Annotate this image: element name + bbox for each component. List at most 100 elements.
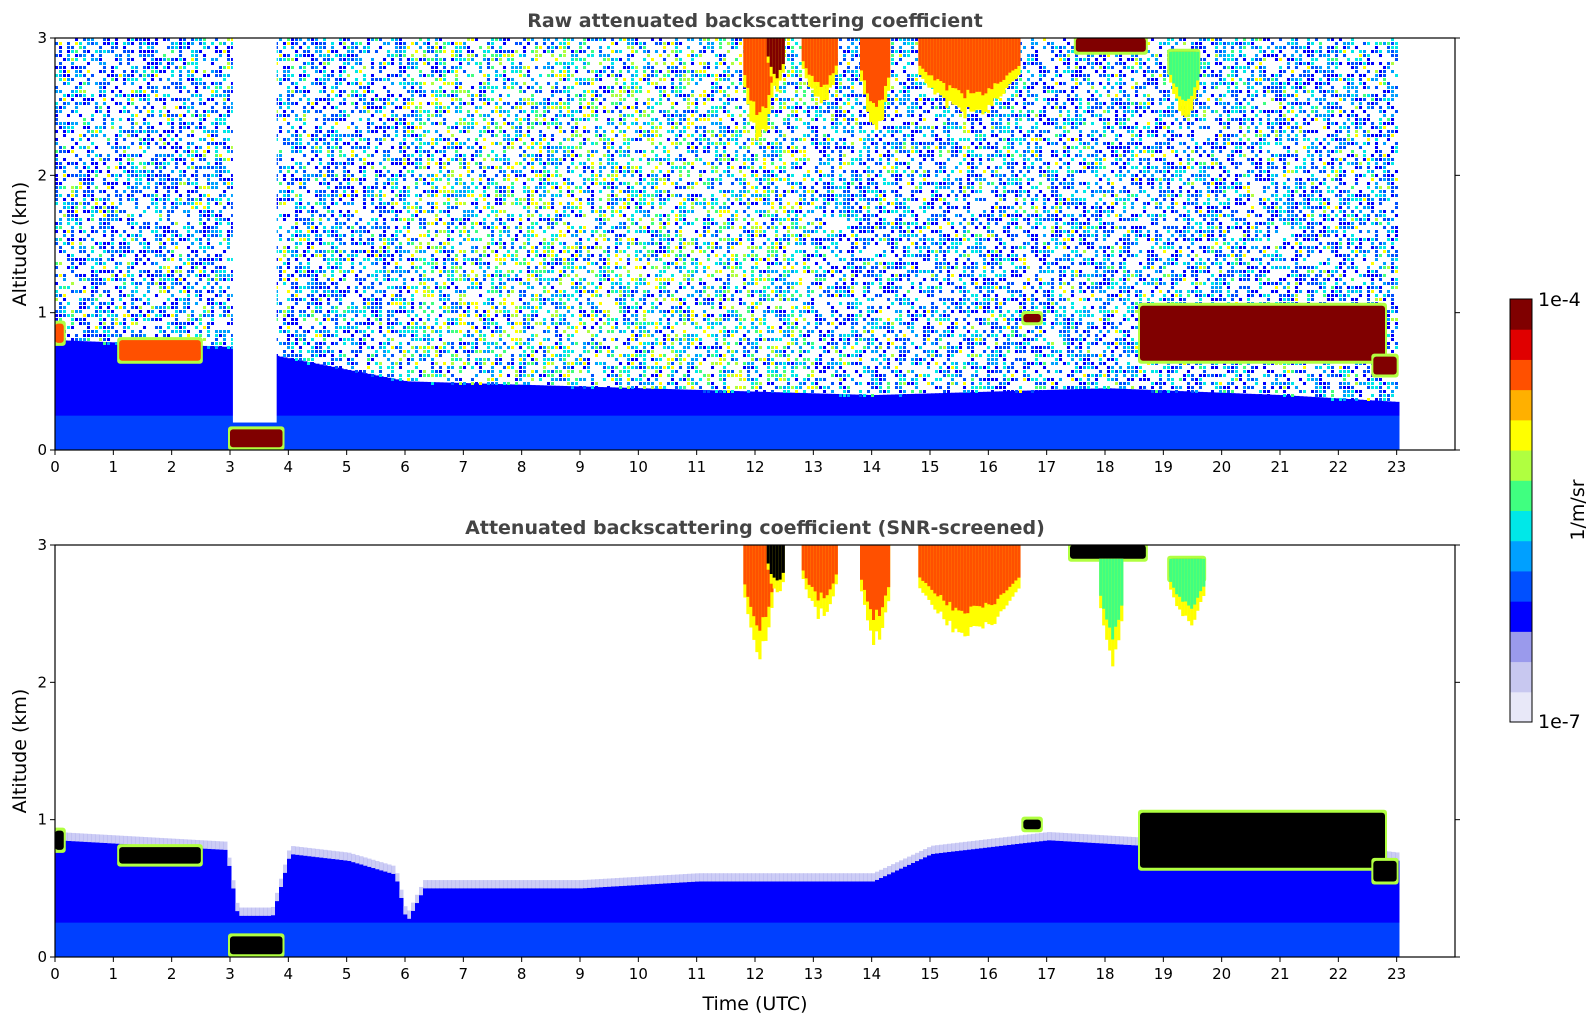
noise-cell <box>99 206 102 209</box>
noise-cell <box>207 226 210 229</box>
noise-cell <box>463 230 466 233</box>
noise-cell <box>195 66 198 69</box>
noise-cell <box>203 158 206 161</box>
near-surface-column <box>327 416 332 450</box>
noise-cell <box>467 334 470 337</box>
noise-cell <box>379 290 382 293</box>
noise-cell <box>375 150 378 153</box>
noise-cell <box>83 98 86 101</box>
noise-cell <box>199 270 202 273</box>
noise-cell <box>471 334 474 337</box>
noise-cell <box>191 318 194 321</box>
noise-cell <box>91 194 94 197</box>
noise-cell <box>187 110 190 113</box>
noise-cell <box>311 158 314 161</box>
noise-cell <box>407 186 410 189</box>
noise-cell <box>71 282 74 285</box>
noise-cell <box>279 278 282 281</box>
noise-cell <box>319 110 322 113</box>
noise-cell <box>455 158 458 161</box>
noise-cell <box>423 74 426 77</box>
noise-cell <box>387 250 390 253</box>
noise-cell <box>143 270 146 273</box>
noise-cell <box>283 118 286 121</box>
noise-cell <box>415 118 418 121</box>
noise-cell <box>423 190 426 193</box>
noise-cell <box>291 166 294 169</box>
noise-cell <box>95 166 98 169</box>
noise-cell <box>459 202 462 205</box>
noise-cell <box>415 346 418 349</box>
noise-cell <box>99 190 102 193</box>
noise-cell <box>83 146 86 149</box>
noise-cell <box>123 46 126 49</box>
near-surface-column <box>55 416 60 450</box>
noise-cell <box>71 90 74 93</box>
noise-cell <box>79 134 82 137</box>
noise-cell <box>123 318 126 321</box>
noise-cell <box>419 358 422 361</box>
noise-cell <box>167 114 170 117</box>
noise-cell <box>163 138 166 141</box>
noise-cell <box>151 262 154 265</box>
noise-cell <box>227 86 230 89</box>
noise-cell <box>431 90 434 93</box>
noise-cell <box>183 302 186 305</box>
noise-cell <box>359 118 362 121</box>
noise-cell <box>187 234 190 237</box>
noise-cell <box>219 278 222 281</box>
noise-cell <box>443 50 446 53</box>
noise-cell <box>67 78 70 81</box>
noise-cell <box>351 134 354 137</box>
noise-cell <box>107 326 110 329</box>
noise-cell <box>203 306 206 309</box>
noise-cell <box>407 62 410 65</box>
noise-cell <box>59 306 62 309</box>
noise-cell <box>295 302 298 305</box>
noise-cell <box>279 54 282 57</box>
noise-cell <box>351 334 354 337</box>
noise-cell <box>423 182 426 185</box>
noise-cell <box>323 74 326 77</box>
noise-cell <box>155 234 158 237</box>
noise-cell <box>475 258 478 261</box>
noise-cell <box>219 114 222 117</box>
noise-cell <box>107 306 110 309</box>
noise-cell <box>119 294 122 297</box>
noise-cell <box>399 250 402 253</box>
noise-cell <box>159 138 162 141</box>
near-surface-column <box>311 416 316 450</box>
noise-cell <box>123 238 126 241</box>
noise-cell <box>419 82 422 85</box>
noise-cell <box>391 210 394 213</box>
noise-cell <box>199 82 202 85</box>
noise-cell <box>127 242 130 245</box>
noise-cell <box>175 318 178 321</box>
noise-cell <box>107 334 110 337</box>
noise-cell <box>147 138 150 141</box>
noise-cell <box>471 50 474 53</box>
noise-cell <box>451 322 454 325</box>
noise-cell <box>447 342 450 345</box>
noise-cell <box>439 230 442 233</box>
noise-cell <box>427 202 430 205</box>
noise-cell <box>151 174 154 177</box>
noise-cell <box>399 198 402 201</box>
noise-cell <box>171 50 174 53</box>
noise-cell <box>95 126 98 129</box>
noise-cell <box>147 258 150 261</box>
noise-cell <box>307 294 310 297</box>
noise-cell <box>131 250 134 253</box>
noise-cell <box>155 230 158 233</box>
noise-cell <box>403 150 406 153</box>
noise-cell <box>95 310 98 313</box>
noise-cell <box>299 186 302 189</box>
noise-cell <box>415 114 418 117</box>
noise-cell <box>423 302 426 305</box>
noise-cell <box>91 98 94 101</box>
noise-cell <box>227 274 230 277</box>
noise-cell <box>387 326 390 329</box>
noise-cell <box>215 294 218 297</box>
noise-cell <box>319 146 322 149</box>
noise-cell <box>91 130 94 133</box>
